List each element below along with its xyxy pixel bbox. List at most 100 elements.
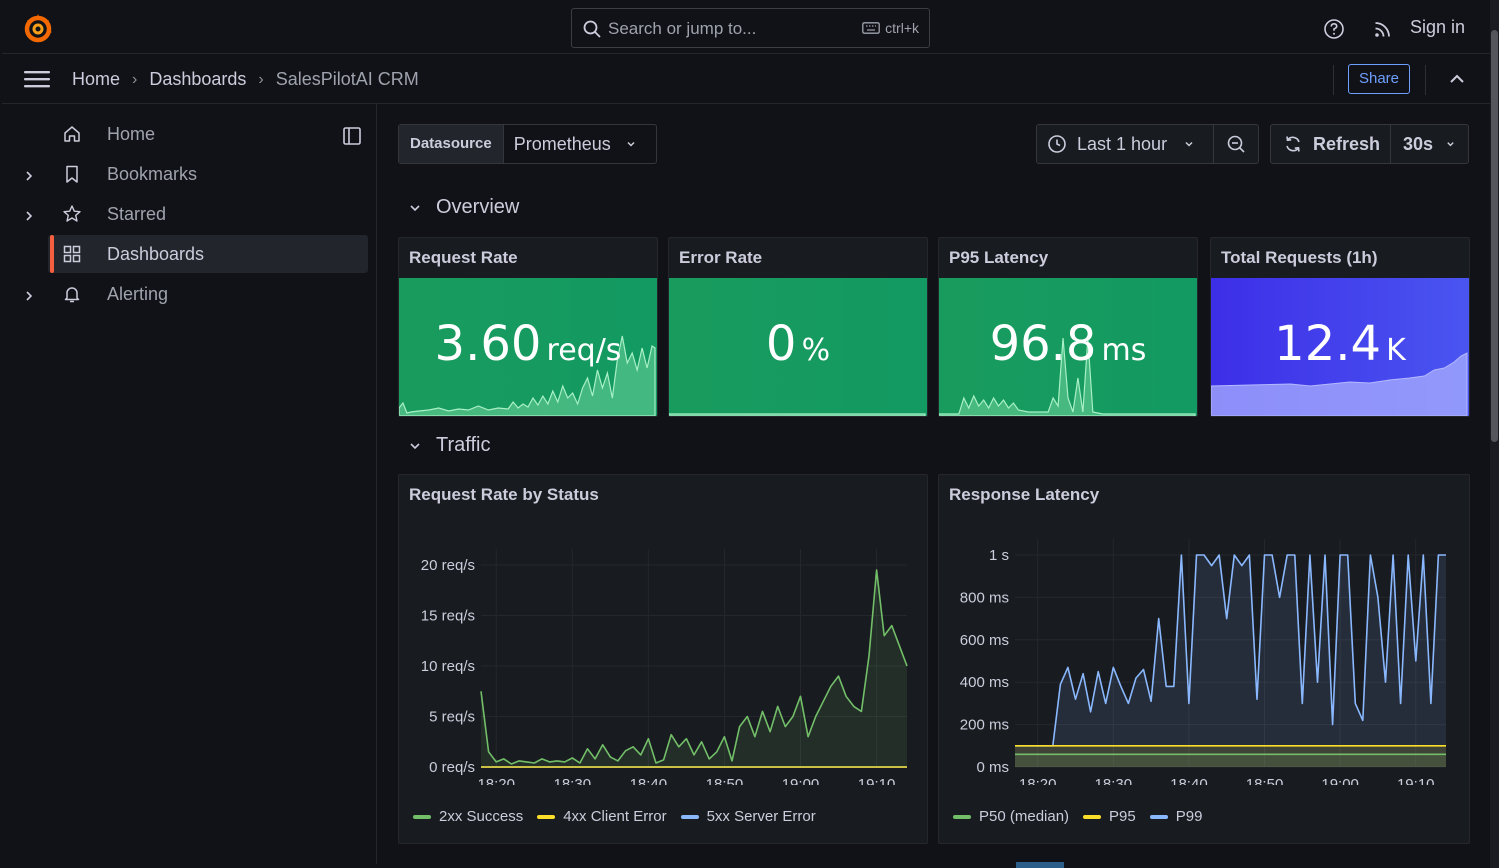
datasource-value: Prometheus [513, 134, 611, 154]
breadcrumb-current: SalesPilotAI CRM [275, 69, 419, 89]
stat-unit: req/s [546, 333, 622, 368]
share-button[interactable]: Share [1348, 64, 1410, 94]
y-tick-label: 800 ms [960, 589, 1009, 606]
chevron-down-icon [627, 141, 635, 147]
legend-item[interactable]: 4xx Client Error [537, 808, 667, 825]
row-traffic[interactable]: Traffic [408, 434, 490, 457]
panel-request-rate[interactable]: Request Rate 3.60 req/s [398, 237, 658, 417]
x-tick-label: 18:20 [1019, 776, 1057, 785]
chevron-right-icon[interactable] [22, 169, 36, 183]
x-tick-label: 19:10 [858, 776, 896, 785]
refresh-button[interactable]: Refresh [1271, 125, 1391, 163]
sidebar-item-home[interactable]: Home [48, 115, 368, 153]
stat-number: 3.60 [434, 316, 542, 372]
stat-value: 0 % [669, 316, 927, 372]
legend-swatch [953, 814, 971, 819]
panel-title: P95 Latency [949, 248, 1049, 267]
row-title: Overview [436, 196, 520, 218]
stat-value-area: 96.8 ms [939, 278, 1197, 416]
dashboards-icon [63, 245, 81, 263]
time-picker: Last 1 hour [1036, 124, 1259, 164]
panel-p95-latency[interactable]: P95 Latency 96.8 ms [938, 237, 1198, 417]
datasource-select[interactable]: Prometheus [504, 125, 656, 163]
scrollbar-thumb[interactable] [1491, 30, 1498, 442]
chevron-down-icon [1447, 142, 1454, 147]
sidebar-item-bookmarks[interactable]: Bookmarks [48, 155, 368, 193]
menu-icon[interactable] [24, 70, 50, 88]
sidebar-item-alerting[interactable]: Alerting [48, 275, 368, 313]
home-icon [64, 126, 80, 142]
x-tick-label: 18:30 [1095, 776, 1133, 785]
y-tick-label: 10 req/s [421, 658, 475, 675]
sparkline [669, 413, 926, 416]
y-tick-label: 200 ms [960, 717, 1009, 734]
x-tick-label: 18:50 [1246, 776, 1284, 785]
panel-title: Total Requests (1h) [1221, 248, 1378, 267]
panel-total-requests[interactable]: Total Requests (1h) 12.4 K [1210, 237, 1470, 417]
dock-menu-icon[interactable] [342, 126, 362, 146]
legend-item[interactable]: P95 [1083, 808, 1136, 825]
legend-swatch [413, 814, 431, 819]
help-icon[interactable] [1323, 18, 1345, 40]
divider [1425, 65, 1426, 95]
stat-unit: K [1386, 333, 1406, 368]
search-placeholder: Search or jump to... [608, 19, 757, 38]
y-tick-label: 0 req/s [429, 759, 475, 776]
stat-number: 96.8 [989, 316, 1097, 372]
stat-value-area: 12.4 K [1211, 278, 1469, 416]
news-feed-icon[interactable] [1372, 18, 1394, 40]
panel-title: Request Rate [409, 248, 518, 267]
chevron-right-icon[interactable] [22, 209, 36, 223]
search-bar[interactable]: Search or jump to... ctrl+k [571, 8, 930, 48]
panel-response-latency[interactable]: Response Latency 0 ms 200 ms 400 ms 600 ms 8… [938, 474, 1470, 844]
sidebar-item-label: Dashboards [107, 244, 205, 264]
panel-error-rate[interactable]: Error Rate 0 % [668, 237, 928, 417]
breadcrumb-bar: Home › Dashboards › SalesPilotAI CRM Sha… [2, 54, 1490, 104]
chevron-right-icon[interactable] [22, 289, 36, 303]
x-tick-label: 19:10 [1397, 776, 1435, 785]
series-area [1015, 745, 1446, 767]
y-tick-label: 1 s [989, 547, 1009, 564]
bell-icon [64, 287, 80, 303]
legend-label: 4xx Client Error [563, 808, 667, 825]
sidebar-item-starred[interactable]: Starred [48, 195, 368, 233]
zoom-out-button[interactable] [1214, 125, 1258, 163]
legend-label: 5xx Server Error [706, 808, 816, 825]
legend-item[interactable]: 2xx Success [413, 808, 523, 825]
y-tick-label: 5 req/s [429, 709, 475, 726]
chevron-up-icon[interactable] [1448, 70, 1466, 88]
sidebar-item-label: Starred [107, 204, 167, 224]
breadcrumb-home[interactable]: Home [72, 69, 121, 89]
stat-unit: ms [1101, 333, 1147, 368]
refresh-interval-value: 30s [1403, 133, 1434, 154]
refresh-icon [1286, 136, 1300, 152]
search-shortcut-label: ctrl+k [885, 20, 919, 36]
series-area [481, 570, 907, 767]
sparkline [939, 337, 1196, 416]
keyboard-icon [862, 22, 881, 34]
y-tick-label: 20 req/s [421, 557, 475, 574]
search-shortcut: ctrl+k [862, 20, 919, 36]
row-title: Traffic [436, 434, 491, 456]
legend-item[interactable]: 5xx Server Error [680, 808, 816, 825]
refresh-interval-select[interactable]: 30s [1391, 125, 1468, 163]
time-range-button[interactable]: Last 1 hour [1037, 125, 1214, 163]
star-icon [63, 205, 81, 222]
legend-item[interactable]: P50 (median) [953, 808, 1069, 825]
sidebar-item-dashboards[interactable]: Dashboards [48, 235, 368, 273]
taskbar-fragment [1016, 862, 1064, 868]
panel-request-rate-by-status[interactable]: Request Rate by Status 0 req/s 5 req/s 10 … [398, 474, 928, 844]
x-tick-label: 19:00 [782, 776, 820, 785]
legend-swatch [537, 814, 556, 819]
stat-value: 96.8 ms [939, 316, 1197, 372]
sign-in-link[interactable]: Sign in [1410, 17, 1466, 37]
breadcrumb-dashboards[interactable]: Dashboards [149, 69, 247, 89]
sparkline [1211, 352, 1468, 416]
bookmark-icon [66, 165, 78, 183]
legend-item[interactable]: P99 [1149, 808, 1202, 825]
grafana-logo-icon[interactable] [22, 12, 54, 44]
row-overview[interactable]: Overview [408, 196, 519, 219]
sparkline [399, 335, 656, 416]
x-tick-label: 18:20 [477, 776, 515, 785]
stat-value: 3.60 req/s [399, 316, 657, 372]
